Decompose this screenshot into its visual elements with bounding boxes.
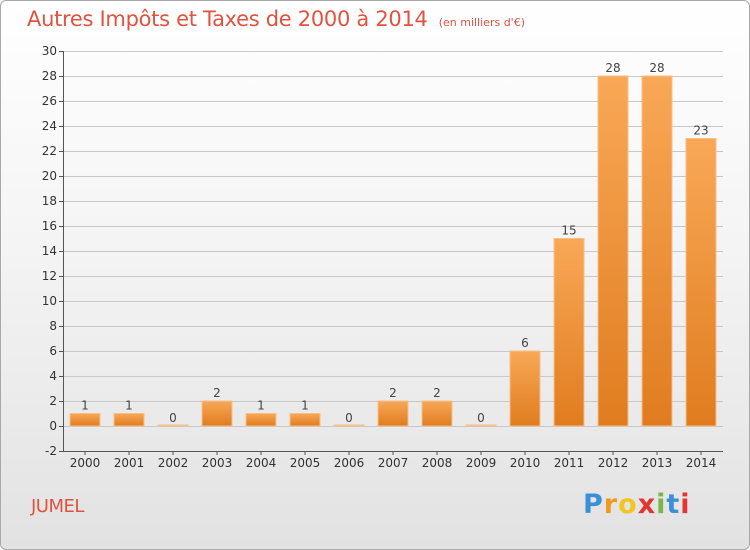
x-tick-label: 2001 (114, 456, 145, 470)
x-tick-label: 2000 (70, 456, 101, 470)
x-tick-label: 2007 (378, 456, 409, 470)
y-tick-label: 14 (42, 244, 57, 258)
data-label: 1 (257, 399, 265, 413)
x-tick-label: 2013 (642, 456, 673, 470)
x-tick-label: 2014 (686, 456, 717, 470)
y-tick-label: 4 (49, 369, 57, 383)
bar (465, 424, 497, 427)
y-tick-label: 28 (42, 69, 57, 83)
bar (113, 413, 145, 427)
data-label: 28 (649, 61, 664, 75)
y-tick-label: 12 (42, 269, 57, 283)
data-label: 28 (605, 61, 620, 75)
data-label: 6 (521, 336, 529, 350)
logo-letter: P (583, 489, 604, 520)
bar (509, 350, 541, 427)
x-tick-label: 2009 (466, 456, 497, 470)
y-tick-label: 10 (42, 294, 57, 308)
data-label: 2 (389, 386, 397, 400)
x-tick-label: 2003 (202, 456, 233, 470)
y-tick-label: 20 (42, 169, 57, 183)
bar (333, 424, 365, 427)
bar (597, 75, 629, 427)
x-tick-label: 2010 (510, 456, 541, 470)
data-label: 2 (213, 386, 221, 400)
bar (201, 400, 233, 427)
x-tick-label: 2011 (554, 456, 585, 470)
x-tick-label: 2004 (246, 456, 277, 470)
y-tick-label: 30 (42, 44, 57, 58)
data-label: 2 (433, 386, 441, 400)
y-tick-label: 24 (42, 119, 57, 133)
bar (69, 413, 101, 427)
data-label: 15 (561, 224, 576, 238)
logo-letter: i (680, 489, 691, 520)
x-tick-label: 2008 (422, 456, 453, 470)
y-tick-label: 8 (49, 319, 57, 333)
logo-letter: t (666, 489, 681, 520)
x-tick-label: 2012 (598, 456, 629, 470)
data-label: 23 (693, 124, 708, 138)
logo-letter: i (656, 489, 667, 520)
y-tick-label: 0 (49, 419, 57, 433)
bar (685, 138, 717, 427)
data-label: 1 (81, 399, 89, 413)
chart-title: Autres Impôts et Taxes de 2000 à 2014 (27, 7, 428, 31)
bar (157, 424, 189, 427)
y-tick-label: 18 (42, 194, 57, 208)
commune-name: JUMEL (31, 496, 84, 517)
x-tick-label: 2005 (290, 456, 321, 470)
y-tick-label: 22 (42, 144, 57, 158)
y-tick-label: 6 (49, 344, 57, 358)
x-tick-label: 2002 (158, 456, 189, 470)
proxiti-logo: Proxiti (583, 489, 691, 520)
chart-title-block: Autres Impôts et Taxes de 2000 à 2014 (e… (27, 7, 525, 31)
data-label: 0 (169, 411, 177, 425)
bar (289, 413, 321, 427)
data-label: 1 (301, 399, 309, 413)
y-tick-label: 16 (42, 219, 57, 233)
bar (421, 400, 453, 427)
y-tick-label: 2 (49, 394, 57, 408)
chart-subtitle: (en milliers d'€) (438, 16, 525, 29)
logo-letter: o (618, 489, 638, 520)
logo-letter: r (603, 489, 619, 520)
y-tick-label: -2 (45, 444, 57, 458)
x-tick-label: 2006 (334, 456, 365, 470)
bar (377, 400, 409, 427)
y-tick-label: 26 (42, 94, 57, 108)
data-label: 1 (125, 399, 133, 413)
data-label: 0 (477, 411, 485, 425)
data-label: 0 (345, 411, 353, 425)
logo-letter: x (637, 489, 657, 520)
bar (641, 75, 673, 427)
bar (553, 238, 585, 427)
bar (245, 413, 277, 427)
